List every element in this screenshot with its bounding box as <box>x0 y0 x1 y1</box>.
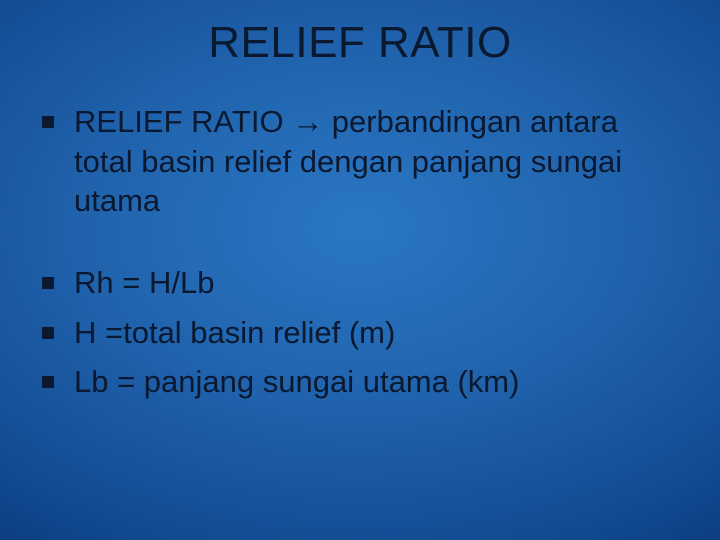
bullet-item: H =total basin relief (m) <box>40 313 680 353</box>
bullet-item: RELIEF RATIO → perbandingan antara total… <box>40 102 680 221</box>
bullet-prefix: RELIEF RATIO <box>74 104 292 139</box>
slide: RELIEF RATIO RELIEF RATIO → perbandingan… <box>0 0 720 540</box>
square-bullet-icon <box>42 277 54 289</box>
bullet-item: Rh = H/Lb <box>40 263 680 303</box>
arrow-icon: → <box>292 104 323 139</box>
bullet-text: Rh = H/Lb <box>74 263 214 303</box>
bullet-text: H =total basin relief (m) <box>74 313 395 353</box>
square-bullet-icon <box>42 327 54 339</box>
bullet-text: Lb = panjang sungai utama (km) <box>74 362 519 402</box>
square-bullet-icon <box>42 116 54 128</box>
spacer <box>40 231 680 263</box>
bullet-item: Lb = panjang sungai utama (km) <box>40 362 680 402</box>
bullet-text: RELIEF RATIO → perbandingan antara total… <box>74 102 680 221</box>
slide-body: RELIEF RATIO → perbandingan antara total… <box>0 68 720 402</box>
square-bullet-icon <box>42 376 54 388</box>
slide-title: RELIEF RATIO <box>0 0 720 68</box>
